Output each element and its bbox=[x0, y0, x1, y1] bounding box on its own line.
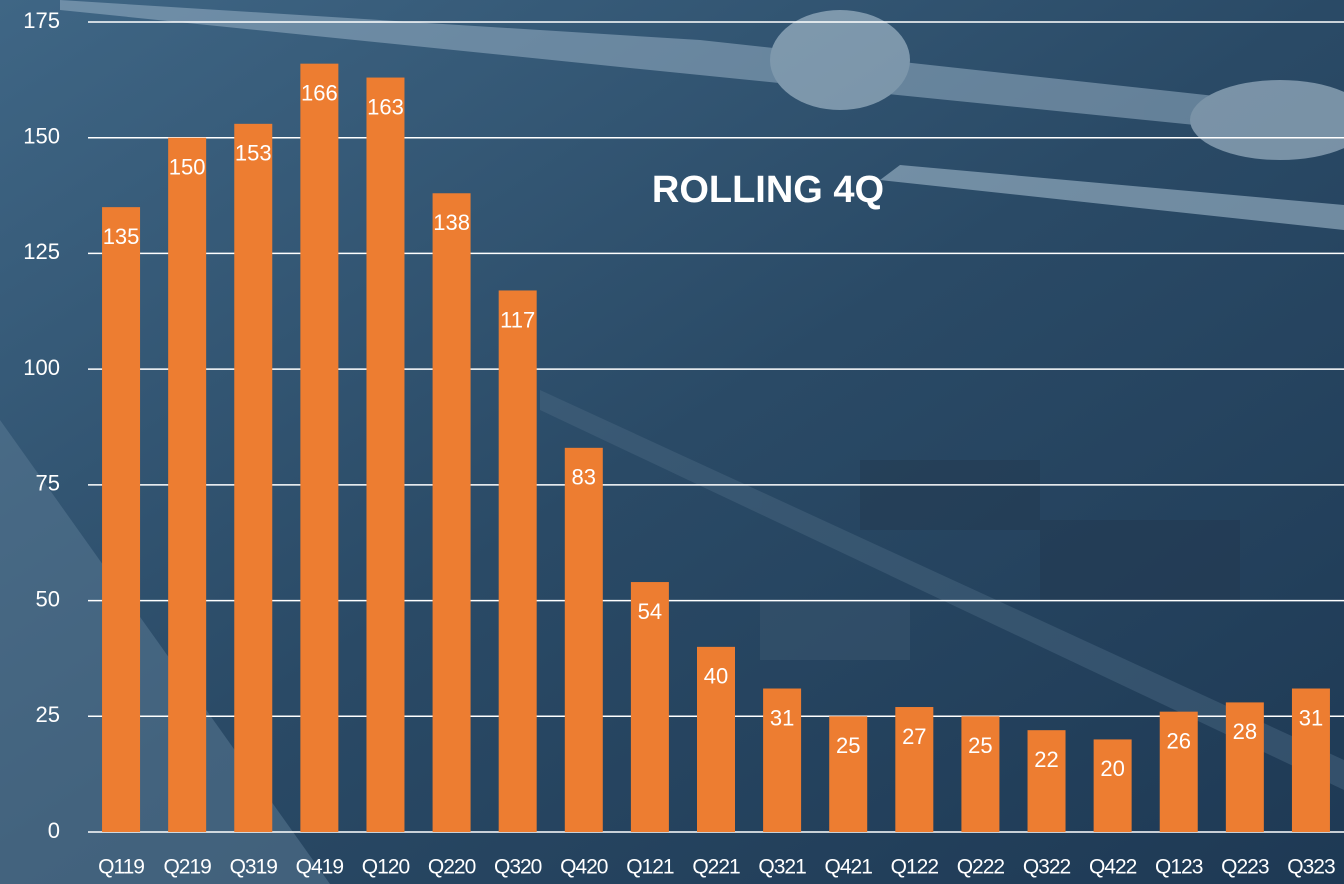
value-label: 25 bbox=[968, 733, 992, 758]
y-tick-label: 50 bbox=[36, 586, 60, 611]
x-tick-label: Q123 bbox=[1155, 856, 1203, 879]
y-tick-label: 0 bbox=[48, 818, 60, 843]
y-tick-label: 25 bbox=[36, 702, 60, 727]
bar bbox=[1291, 688, 1330, 832]
bar bbox=[895, 707, 934, 832]
x-tick-label: Q422 bbox=[1089, 856, 1137, 879]
y-tick-label: 100 bbox=[23, 355, 60, 380]
bar bbox=[564, 447, 603, 832]
bar bbox=[829, 716, 868, 832]
bar bbox=[1159, 711, 1198, 832]
bar bbox=[234, 123, 273, 833]
value-label: 25 bbox=[836, 733, 860, 758]
value-label: 83 bbox=[572, 465, 596, 490]
bar bbox=[961, 716, 1000, 832]
value-label: 40 bbox=[704, 664, 728, 689]
x-tick-label: Q122 bbox=[891, 856, 939, 879]
value-label: 22 bbox=[1034, 747, 1058, 772]
x-tick-label: Q119 bbox=[98, 856, 144, 879]
x-tick-label: Q323 bbox=[1287, 856, 1335, 879]
value-label: 117 bbox=[500, 307, 535, 332]
y-tick-label: 75 bbox=[36, 471, 60, 496]
bar bbox=[432, 193, 471, 832]
x-tick-label: Q221 bbox=[692, 856, 740, 879]
value-label: 31 bbox=[1299, 705, 1323, 730]
x-tick-label: Q223 bbox=[1221, 856, 1269, 879]
x-tick-label: Q420 bbox=[560, 856, 608, 879]
x-tick-label: Q320 bbox=[494, 856, 542, 879]
value-label: 135 bbox=[103, 224, 140, 249]
x-tick-label: Q121 bbox=[626, 856, 674, 879]
y-tick-label: 150 bbox=[23, 124, 60, 149]
bar bbox=[498, 290, 537, 832]
bar bbox=[168, 137, 207, 832]
x-tick-label: Q321 bbox=[758, 856, 806, 879]
bar bbox=[1225, 702, 1264, 832]
bar bbox=[1027, 730, 1066, 832]
value-label: 28 bbox=[1233, 719, 1257, 744]
value-label: 31 bbox=[770, 705, 794, 730]
bar bbox=[102, 207, 141, 833]
value-label: 166 bbox=[301, 80, 338, 105]
value-label: 153 bbox=[235, 141, 272, 166]
value-label: 26 bbox=[1166, 728, 1190, 753]
bar bbox=[300, 63, 339, 832]
x-tick-label: Q120 bbox=[362, 856, 410, 879]
x-tick-label: Q319 bbox=[230, 856, 278, 879]
value-label: 138 bbox=[433, 210, 470, 235]
y-tick-label: 125 bbox=[23, 239, 60, 264]
value-label: 150 bbox=[169, 155, 206, 180]
value-label: 20 bbox=[1100, 756, 1124, 781]
x-tick-label: Q322 bbox=[1023, 856, 1071, 879]
value-label: 163 bbox=[367, 94, 404, 119]
x-tick-label: Q419 bbox=[296, 856, 344, 879]
bar bbox=[1093, 739, 1132, 832]
chart-title: ROLLING 4Q bbox=[652, 169, 884, 211]
bar bbox=[697, 646, 735, 832]
bar bbox=[763, 688, 802, 832]
x-tick-label: Q219 bbox=[163, 856, 211, 879]
bar bbox=[366, 77, 405, 833]
bar bbox=[630, 582, 669, 832]
x-tick-label: Q421 bbox=[825, 856, 873, 879]
x-tick-label: Q222 bbox=[957, 856, 1005, 879]
y-tick-label: 175 bbox=[23, 8, 60, 33]
value-label: 27 bbox=[902, 724, 926, 749]
x-tick-label: Q220 bbox=[428, 856, 476, 879]
value-label: 54 bbox=[638, 599, 662, 624]
